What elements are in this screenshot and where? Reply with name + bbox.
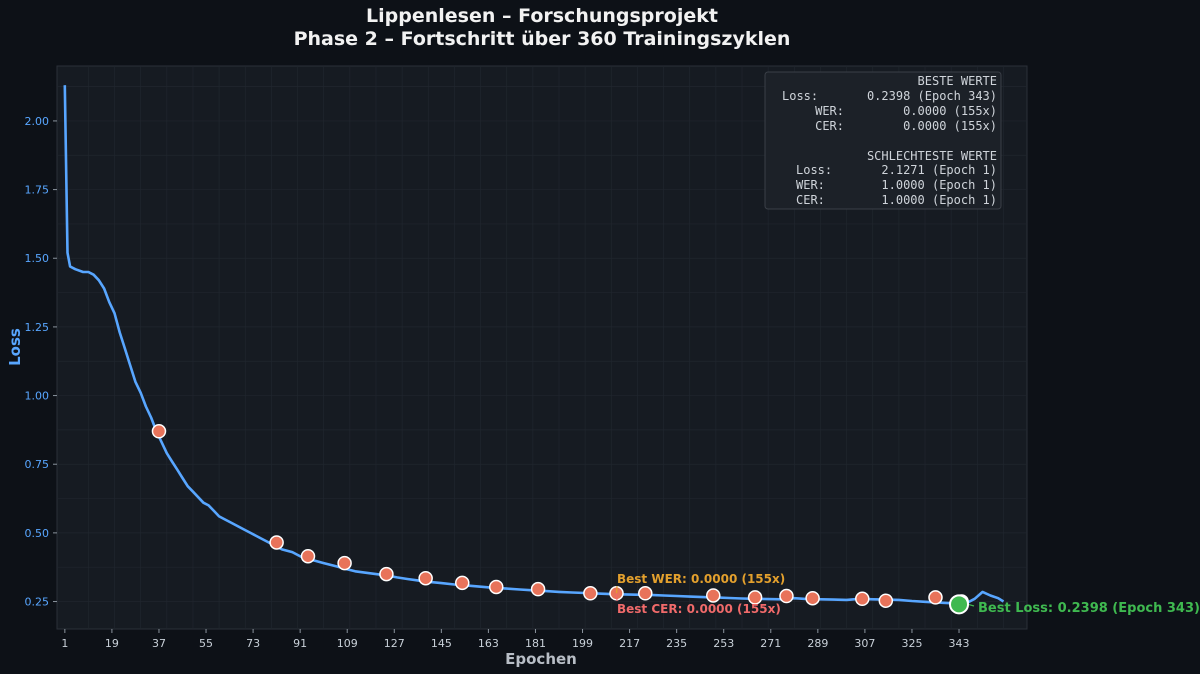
chart-subtitle: Phase 2 – Fortschritt über 360 Trainings… xyxy=(294,28,791,50)
highlight-markers xyxy=(151,424,969,609)
stats-best-cer-label: CER: xyxy=(815,119,844,133)
stats-box: BESTE WERTE Loss: 0.2398 (Epoch 343) WER… xyxy=(764,71,1002,210)
epoch-marker xyxy=(855,591,870,607)
y-tick-label: 1.50 xyxy=(25,252,50,265)
x-tick-label: 145 xyxy=(431,637,452,650)
epoch-marker xyxy=(269,535,284,550)
y-tick-label: 1.25 xyxy=(25,321,50,334)
best-loss-label: Best Loss: 0.2398 (Epoch 343) xyxy=(978,601,1200,616)
epoch-marker xyxy=(779,588,794,604)
epoch-marker xyxy=(878,593,894,608)
x-tick-label: 289 xyxy=(807,637,828,650)
stats-best-wer-value: 0.0000 (155x) xyxy=(903,104,997,118)
epoch-marker xyxy=(805,590,820,606)
best-wer-annotation: Best WER: 0.0000 (155x) xyxy=(617,572,785,586)
x-tick-label: 73 xyxy=(246,637,260,650)
annotations: Best WER: 0.0000 (155x) Best CER: 0.0000… xyxy=(615,572,785,616)
epoch-marker xyxy=(747,590,763,605)
y-tick-label: 0.50 xyxy=(25,527,50,540)
stats-best-loss-label: Loss: xyxy=(782,89,818,103)
y-tick-label: 0.25 xyxy=(25,596,50,609)
x-tick-label: 307 xyxy=(854,637,875,650)
stats-box-frame xyxy=(764,71,1002,210)
x-tick-label: 253 xyxy=(713,637,734,650)
y-tick-label: 2.00 xyxy=(25,115,50,128)
epoch-marker xyxy=(583,586,598,601)
epoch-marker xyxy=(928,590,943,605)
y-axis-ticks: 0.25 0.50 0.75 1.00 1.25 1.50 1.75 2.00 xyxy=(25,115,57,609)
stats-worst-cer-label: CER: xyxy=(796,193,825,207)
best-loss-point xyxy=(949,594,970,615)
epoch-marker xyxy=(530,581,546,597)
x-axis-ticks: 1 19 37 55 73 91 109 127 145 163 181 199 217 235 253 27… xyxy=(61,629,970,650)
chart-title: Lippenlesen – Forschungsprojekt xyxy=(366,5,718,27)
x-tick-label: 37 xyxy=(152,637,166,650)
x-tick-label: 19 xyxy=(105,637,119,650)
stats-worst-wer-value: 1.0000 (Epoch 1) xyxy=(881,178,997,192)
stats-best-heading: BESTE WERTE xyxy=(918,74,997,88)
x-tick-label: 343 xyxy=(949,637,970,650)
y-axis-label: Loss xyxy=(6,328,24,366)
stats-best-loss-value: 0.2398 (Epoch 343) xyxy=(867,89,997,103)
epoch-marker xyxy=(638,586,653,601)
x-tick-label: 325 xyxy=(901,637,922,650)
stats-worst-loss-label: Loss: xyxy=(796,163,832,177)
x-axis-label: Epochen xyxy=(505,650,577,668)
x-tick-label: 109 xyxy=(337,637,358,650)
epoch-marker xyxy=(300,548,316,564)
epoch-marker xyxy=(455,575,470,591)
stats-worst-loss-value: 2.1271 (Epoch 1) xyxy=(881,163,997,177)
x-tick-label: 181 xyxy=(525,637,546,650)
y-tick-label: 0.75 xyxy=(25,458,50,471)
x-tick-label: 199 xyxy=(572,637,593,650)
y-tick-label: 1.75 xyxy=(25,184,50,197)
x-tick-label: 127 xyxy=(384,637,405,650)
epoch-marker xyxy=(488,579,504,595)
best-loss-connector xyxy=(967,603,975,607)
grid xyxy=(57,66,1027,629)
epoch-marker xyxy=(337,555,352,571)
epoch-marker xyxy=(418,570,433,586)
stats-worst-wer-label: WER: xyxy=(796,178,825,192)
stats-worst-cer-value: 1.0000 (Epoch 1) xyxy=(881,193,997,207)
best-loss-group: Best Loss: 0.2398 (Epoch 343) xyxy=(949,594,1200,616)
x-tick-label: 217 xyxy=(619,637,640,650)
stats-best-cer-value: 0.0000 (155x) xyxy=(903,119,997,133)
epoch-marker xyxy=(706,588,721,603)
epoch-marker xyxy=(379,566,394,582)
stats-worst-heading: SCHLECHTESTE WERTE xyxy=(867,149,997,163)
x-tick-label: 235 xyxy=(666,637,687,650)
x-tick-label: 1 xyxy=(61,637,68,650)
x-tick-label: 91 xyxy=(293,637,307,650)
x-tick-label: 271 xyxy=(760,637,781,650)
y-tick-label: 1.00 xyxy=(25,390,50,403)
stats-best-wer-label: WER: xyxy=(815,104,844,118)
best-cer-annotation: Best CER: 0.0000 (155x) xyxy=(617,602,781,616)
epoch-marker xyxy=(151,424,167,439)
x-tick-label: 163 xyxy=(478,637,499,650)
x-tick-label: 55 xyxy=(199,637,213,650)
